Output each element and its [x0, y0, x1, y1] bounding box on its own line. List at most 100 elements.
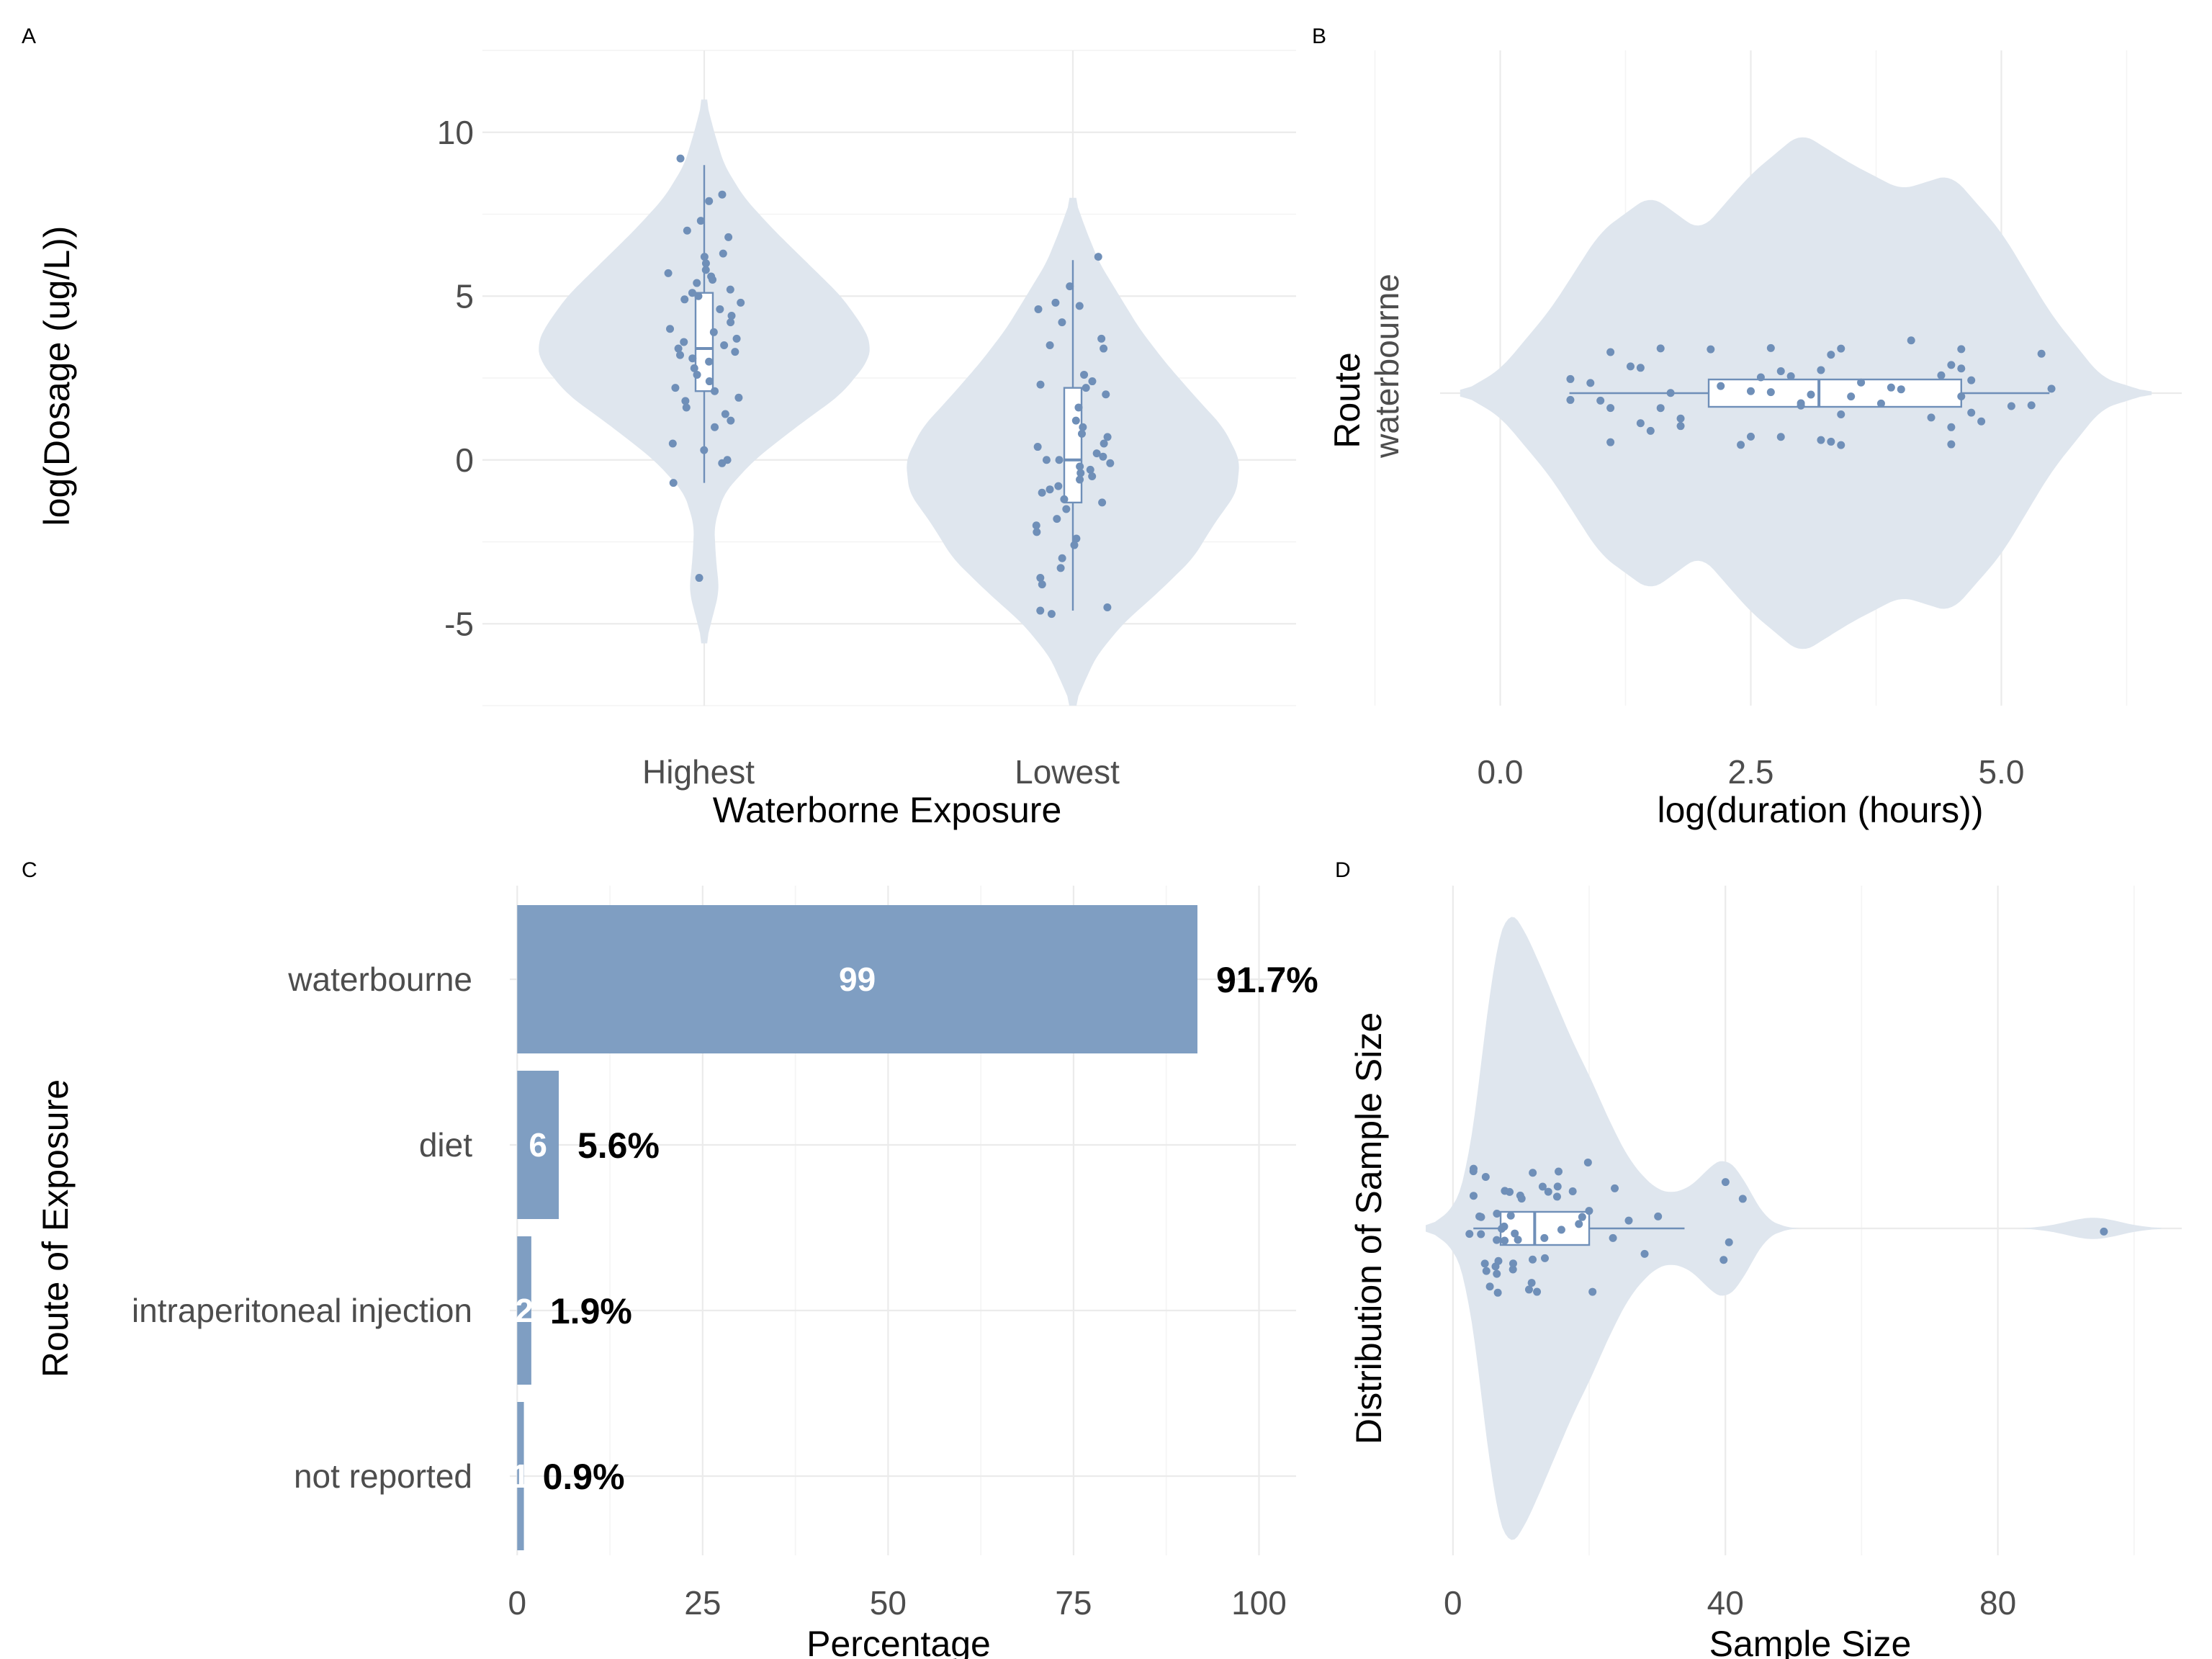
panel-label-c: C — [22, 858, 37, 882]
data-point — [1611, 1184, 1619, 1192]
data-point — [1907, 336, 1915, 345]
data-point — [1797, 399, 1805, 408]
data-point — [1887, 383, 1895, 392]
data-point — [1493, 1209, 1501, 1218]
data-point — [1075, 302, 1084, 310]
box-waterbourne — [1707, 378, 1962, 408]
data-point — [1575, 1220, 1583, 1228]
panel-d-x-axis-title: Sample Size — [1709, 1624, 1912, 1659]
data-point — [700, 253, 709, 261]
data-point — [1506, 1211, 1515, 1220]
panel-d-points — [1465, 1158, 2108, 1297]
data-point — [1517, 1195, 1526, 1203]
data-point — [1501, 1236, 1509, 1245]
panel-a-x-ticks: Highest Lowest — [642, 753, 1120, 791]
panel-label-b: B — [1312, 24, 1326, 48]
data-point — [1827, 437, 1835, 446]
panel-c-y-axis-title: Route of Exposure — [35, 1079, 76, 1377]
data-point — [1106, 459, 1115, 467]
data-point — [1036, 606, 1045, 615]
y-tick-label: -5 — [444, 605, 474, 642]
data-point — [1947, 440, 1956, 449]
data-point — [1817, 366, 1825, 374]
data-point — [1102, 390, 1110, 399]
data-point — [737, 298, 745, 307]
panel-label-d: D — [1335, 858, 1351, 882]
data-point — [2047, 385, 2056, 393]
data-point — [705, 377, 714, 386]
data-point — [693, 279, 701, 287]
data-point — [1094, 253, 1102, 261]
data-point — [1514, 1236, 1522, 1244]
bar-count-label: 2 — [515, 1292, 534, 1329]
data-point — [1957, 364, 1966, 373]
data-point — [1509, 1259, 1517, 1268]
data-point — [666, 325, 675, 333]
x-tick-label: 100 — [1231, 1584, 1287, 1622]
data-point — [688, 289, 696, 297]
data-point — [720, 341, 729, 349]
data-point — [1541, 1254, 1550, 1262]
data-point — [680, 338, 688, 346]
data-point — [1786, 372, 1795, 380]
data-point — [1103, 603, 1112, 611]
panel-d-sample-size-violin: 0 40 80 Sample Size Distribution of Sample… — [1349, 886, 2182, 1659]
data-point — [1469, 1164, 1478, 1173]
data-point — [732, 334, 741, 343]
data-point — [1640, 1249, 1649, 1258]
data-point — [1055, 456, 1064, 464]
panel-b-points — [1566, 336, 2056, 449]
data-point — [1857, 378, 1866, 387]
data-point — [711, 423, 719, 431]
data-point — [1477, 1230, 1485, 1238]
data-point — [1776, 433, 1785, 441]
data-point — [1676, 414, 1685, 423]
data-point — [1076, 469, 1085, 477]
x-tick-label: 5.0 — [1978, 753, 2024, 791]
data-point — [701, 259, 710, 268]
x-tick-label: Highest — [642, 753, 755, 791]
x-tick-label: 0.0 — [1478, 753, 1524, 791]
data-point — [1469, 1192, 1478, 1200]
data-point — [1557, 1226, 1565, 1234]
data-point — [1465, 1230, 1474, 1238]
data-point — [1717, 382, 1725, 390]
panel-b-duration-violin: 0.0 2.5 5.0 waterbourne log(duration (hour… — [1327, 50, 2182, 830]
data-point — [1032, 521, 1040, 530]
x-tick-label: Lowest — [1015, 753, 1120, 791]
data-point — [700, 446, 709, 454]
panel-a-dosage-violin: -5 0 5 10 Highest Lowest Waterborne Exposure… — [37, 50, 1296, 830]
data-point — [718, 459, 727, 467]
data-point — [1837, 410, 1845, 419]
data-point — [1606, 438, 1615, 446]
data-point — [1746, 387, 1755, 395]
data-point — [1897, 385, 1905, 394]
data-point — [2037, 349, 2046, 358]
data-point — [1837, 344, 1845, 353]
data-point — [727, 318, 735, 327]
data-point — [1847, 392, 1856, 401]
y-tick-label: 10 — [437, 114, 474, 151]
data-point — [1552, 1192, 1561, 1201]
data-point — [1482, 1267, 1491, 1275]
data-point — [721, 410, 729, 418]
data-point — [1033, 443, 1042, 451]
data-point — [1636, 419, 1645, 428]
data-point — [681, 397, 690, 405]
y-tick-label: 0 — [455, 441, 474, 479]
data-point — [726, 285, 734, 294]
data-point — [1098, 498, 1107, 507]
data-point — [1585, 1207, 1593, 1215]
data-point — [1097, 334, 1106, 343]
bar-0 — [517, 905, 1197, 1053]
data-point — [1676, 422, 1685, 431]
data-point — [1074, 403, 1083, 412]
data-point — [1544, 1187, 1552, 1196]
data-point — [1656, 344, 1665, 353]
data-point — [1646, 426, 1655, 435]
y-tick-label: 5 — [455, 277, 474, 315]
data-point — [1533, 1287, 1542, 1296]
data-point — [1066, 282, 1074, 291]
data-point — [690, 364, 698, 372]
